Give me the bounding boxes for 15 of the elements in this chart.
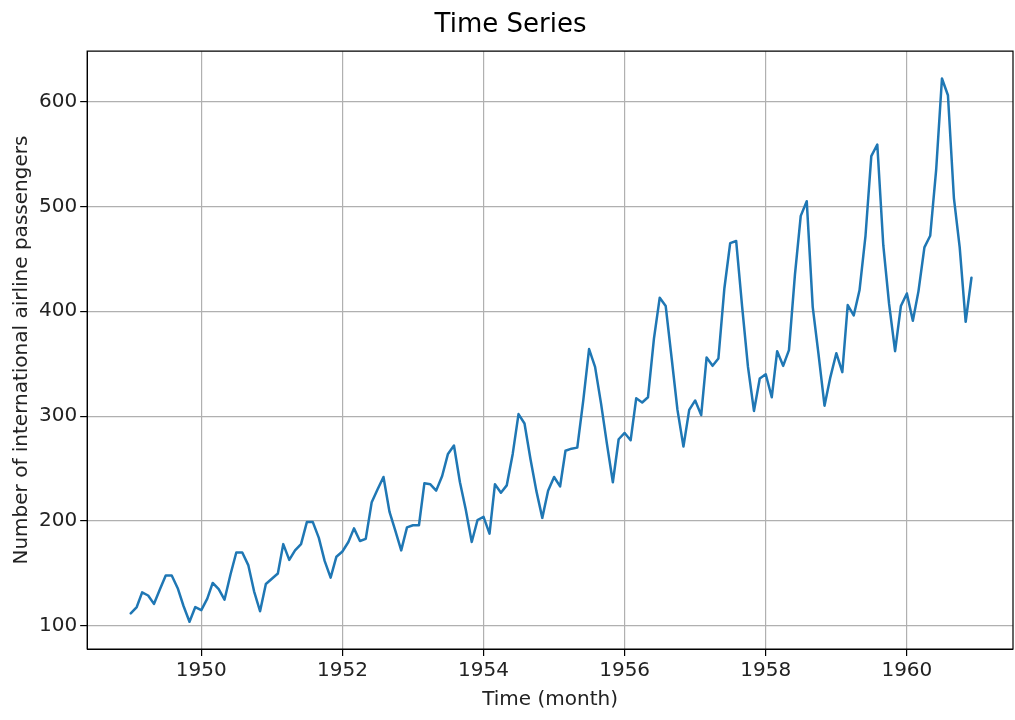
x-tick-label: 1960 — [881, 657, 933, 682]
y-tick-label: 300 — [38, 402, 78, 427]
y-tick-label: 100 — [38, 612, 78, 637]
x-tick-label: 1956 — [599, 657, 651, 682]
x-axis-title: Time (month) — [481, 686, 618, 711]
y-axis-title: Number of international airline passengers — [8, 135, 33, 565]
y-tick-label: 600 — [38, 87, 78, 112]
x-tick-label: 1958 — [740, 657, 792, 682]
x-tick-label: 1954 — [458, 657, 509, 682]
x-tick-label: 1950 — [175, 657, 227, 682]
x-tick-label: 1952 — [316, 657, 368, 682]
y-tick-label: 400 — [38, 297, 78, 322]
chart-title: Time Series — [433, 8, 587, 39]
y-tick-label: 200 — [38, 507, 78, 532]
y-tick-label: 500 — [38, 192, 78, 217]
